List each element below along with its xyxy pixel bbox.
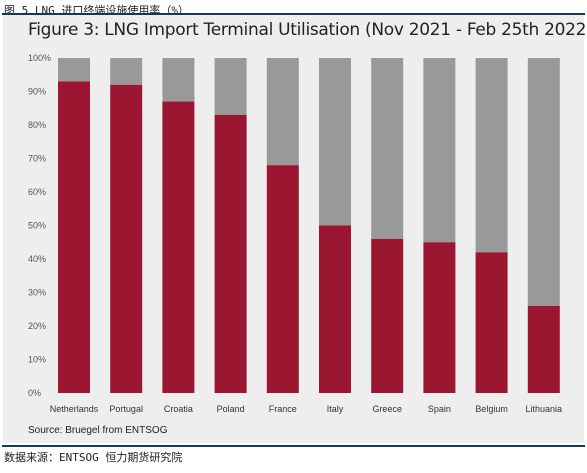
y-tick-label: 90% (28, 87, 46, 97)
bar-remainder-italy (319, 58, 351, 226)
bar-utilisation-netherlands (58, 81, 90, 393)
bar-utilisation-poland (214, 114, 247, 393)
data-source-footer: 数据来源：ENTSOG 恒力期货研究院 (4, 451, 183, 464)
y-tick-label: 80% (28, 120, 46, 130)
y-tick-label: 60% (28, 187, 46, 197)
chart-title: Figure 3: LNG Import Terminal Utilisatio… (28, 20, 587, 40)
bar-remainder-greece (371, 58, 404, 239)
top-rule (2, 13, 585, 15)
bar-remainder-netherlands (58, 58, 90, 82)
bar-remainder-belgium (475, 58, 508, 253)
y-tick-label: 50% (28, 221, 46, 231)
x-tick-label: Portugal (109, 404, 143, 414)
x-tick-label: France (269, 404, 297, 414)
bar-utilisation-greece (371, 238, 404, 393)
x-tick-label: Spain (428, 404, 451, 414)
x-tick-label: Poland (217, 404, 245, 414)
x-tick-label: Netherlands (50, 404, 99, 414)
x-tick-label: Greece (372, 404, 402, 414)
bar-remainder-lithuania (527, 58, 560, 306)
y-tick-label: 100% (28, 53, 51, 63)
bar-utilisation-portugal (110, 84, 143, 394)
bar-utilisation-croatia (162, 101, 195, 394)
bar-utilisation-spain (423, 242, 456, 393)
x-tick-label: Belgium (475, 404, 508, 414)
bar-remainder-spain (423, 58, 456, 243)
y-tick-label: 40% (28, 254, 46, 264)
bottom-rule (2, 445, 585, 447)
y-tick-label: 20% (28, 321, 46, 331)
y-tick-label: 70% (28, 154, 46, 164)
x-tick-label: Italy (327, 404, 344, 414)
bar-utilisation-france (266, 165, 299, 393)
bar-remainder-croatia (162, 58, 195, 102)
y-tick-label: 10% (28, 355, 46, 365)
x-axis: Netherlands Portugal Croatia Poland France It… (50, 404, 562, 414)
bar-utilisation-italy (319, 225, 351, 393)
y-tick-label: 0% (28, 388, 41, 398)
chart-source-note: Source: Bruegel from ENTSOG (28, 425, 168, 436)
y-tick-label: 30% (28, 288, 46, 298)
bars (58, 58, 560, 394)
bar-remainder-portugal (110, 58, 143, 85)
bar-utilisation-belgium (475, 252, 508, 393)
x-tick-label: Croatia (164, 404, 193, 414)
x-tick-label: Lithuania (526, 404, 563, 414)
bar-remainder-france (266, 58, 299, 166)
bar-utilisation-lithuania (527, 305, 560, 393)
y-axis: 0% 10% 20% 30% 40% 50% 60% 70% 80% 90% 100% (28, 53, 51, 398)
bar-remainder-poland (214, 58, 247, 115)
